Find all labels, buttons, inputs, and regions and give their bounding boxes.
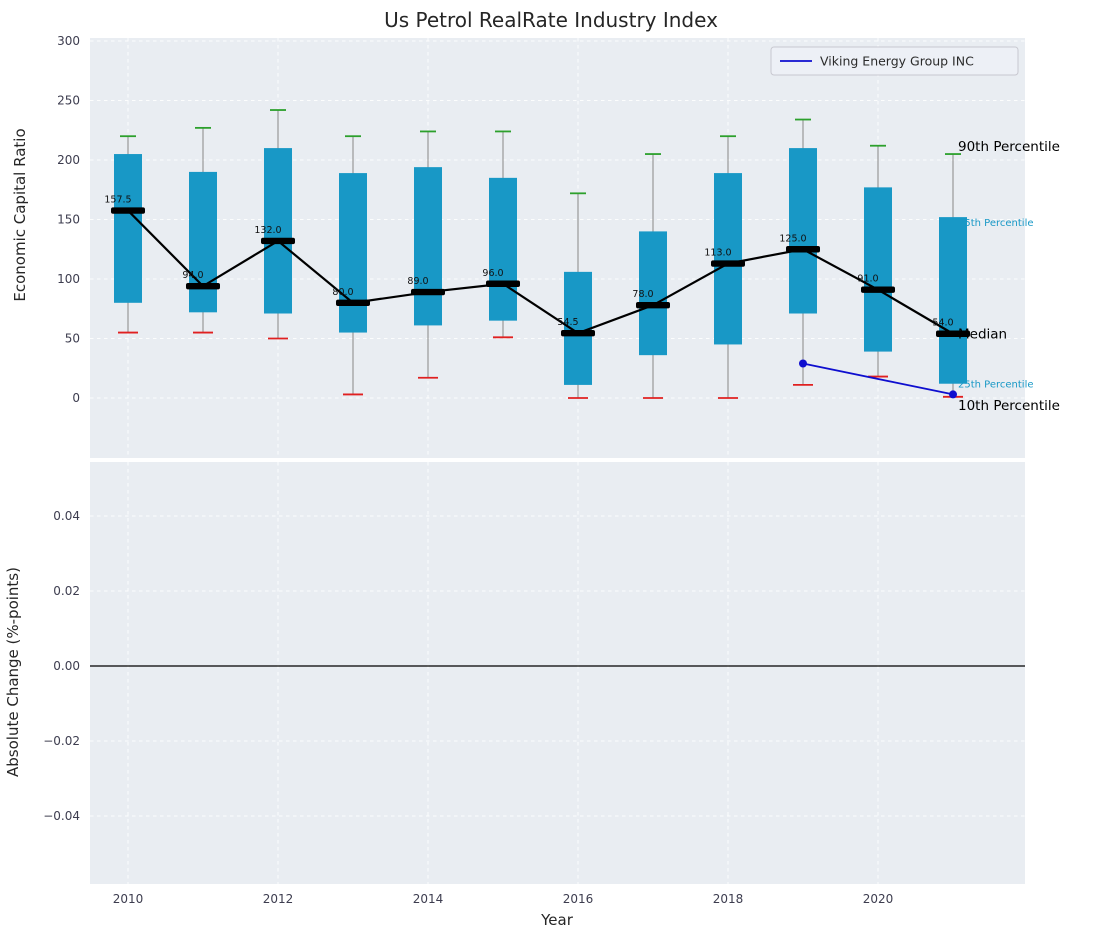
viking-point-2021 bbox=[949, 390, 957, 399]
median-value-label-2020: 91.0 bbox=[857, 274, 878, 285]
box-2010 bbox=[114, 154, 142, 303]
annotation-10th-percentile: 10th Percentile bbox=[958, 398, 1060, 414]
median-marker-2014 bbox=[411, 288, 445, 296]
box-2020 bbox=[864, 187, 892, 352]
box-2018 bbox=[714, 173, 742, 345]
bottom-plot-bg bbox=[90, 462, 1025, 884]
box-2017 bbox=[639, 231, 667, 356]
median-value-label-2021: 54.0 bbox=[932, 318, 953, 329]
bottom-y-axis-label: Absolute Change (%-points) bbox=[4, 567, 22, 777]
box-2016 bbox=[564, 271, 592, 385]
median-marker-2015 bbox=[486, 280, 520, 287]
median-value-label-2013: 80.0 bbox=[332, 287, 353, 298]
box-2013 bbox=[339, 173, 367, 333]
top-y-axis-label: Economic Capital Ratio bbox=[11, 128, 29, 301]
annotation-90th-percentile: 90th Percentile bbox=[958, 139, 1060, 155]
ytick-bottom-2: 0.00 bbox=[53, 659, 80, 673]
xtick-2020: 2020 bbox=[863, 892, 894, 906]
xtick-2012: 2012 bbox=[263, 892, 294, 906]
ytick-top-0: 0 bbox=[72, 391, 80, 405]
median-marker-2011 bbox=[186, 282, 220, 290]
median-value-label-2012: 132.0 bbox=[254, 225, 281, 236]
box-2011 bbox=[189, 171, 217, 313]
annotation-75th-percentile: 75th Percentile bbox=[958, 218, 1034, 229]
generated-chart-layer: 157.5 94.0 132.0 80.0 89.0 96.0 54.5 78.0 113.0 1… bbox=[43, 34, 1060, 906]
x-axis-label: Year bbox=[540, 911, 574, 929]
median-marker-2010 bbox=[111, 207, 145, 214]
legend-label: Viking Energy Group INC bbox=[820, 54, 974, 69]
box-2019 bbox=[789, 148, 817, 314]
median-value-label-2018: 113.0 bbox=[704, 248, 731, 259]
ytick-bottom-4: −0.04 bbox=[43, 809, 80, 823]
median-value-label-2017: 78.0 bbox=[632, 289, 653, 300]
median-marker-2013 bbox=[336, 299, 370, 306]
box-2021 bbox=[939, 217, 967, 384]
ytick-bottom-1: 0.02 bbox=[53, 584, 80, 598]
median-marker-2012 bbox=[261, 237, 295, 245]
median-marker-2020 bbox=[861, 286, 895, 293]
chart-title: Us Petrol RealRate Industry Index bbox=[384, 8, 718, 32]
ytick-top-200: 200 bbox=[57, 153, 80, 167]
xtick-2016: 2016 bbox=[563, 892, 594, 906]
median-marker-2018 bbox=[711, 260, 745, 267]
box-2012 bbox=[264, 148, 292, 314]
ytick-top-100: 100 bbox=[57, 272, 80, 286]
ytick-top-250: 250 bbox=[57, 94, 80, 108]
viking-point-2019 bbox=[799, 359, 807, 368]
ytick-top-300: 300 bbox=[57, 34, 80, 48]
median-marker-2017 bbox=[636, 301, 670, 309]
median-line bbox=[127, 209, 954, 335]
box-2014 bbox=[414, 167, 442, 326]
median-marker-2016 bbox=[561, 329, 595, 337]
annotation-25th-percentile: 25th Percentile bbox=[958, 380, 1034, 391]
median-value-label-2011: 94.0 bbox=[182, 270, 203, 281]
median-value-label-2010: 157.5 bbox=[104, 195, 131, 206]
ytick-top-150: 150 bbox=[57, 213, 80, 227]
median-marker-2019 bbox=[786, 246, 820, 253]
annotation-median: Median bbox=[958, 327, 1007, 343]
xtick-2018: 2018 bbox=[713, 892, 744, 906]
legend-box bbox=[770, 46, 1019, 76]
box-2015 bbox=[489, 177, 517, 321]
viking-line bbox=[802, 362, 954, 396]
median-value-label-2015: 96.0 bbox=[482, 268, 503, 279]
median-value-label-2016: 54.5 bbox=[557, 317, 578, 328]
ytick-bottom-3: −0.02 bbox=[43, 734, 80, 748]
median-marker-2021 bbox=[936, 330, 970, 337]
xtick-2010: 2010 bbox=[113, 892, 144, 906]
xtick-2014: 2014 bbox=[413, 892, 444, 906]
ytick-top-50: 50 bbox=[65, 332, 80, 346]
median-value-label-2014: 89.0 bbox=[407, 276, 428, 287]
median-value-label-2019: 125.0 bbox=[779, 233, 806, 244]
ytick-bottom-0: 0.04 bbox=[53, 509, 80, 523]
